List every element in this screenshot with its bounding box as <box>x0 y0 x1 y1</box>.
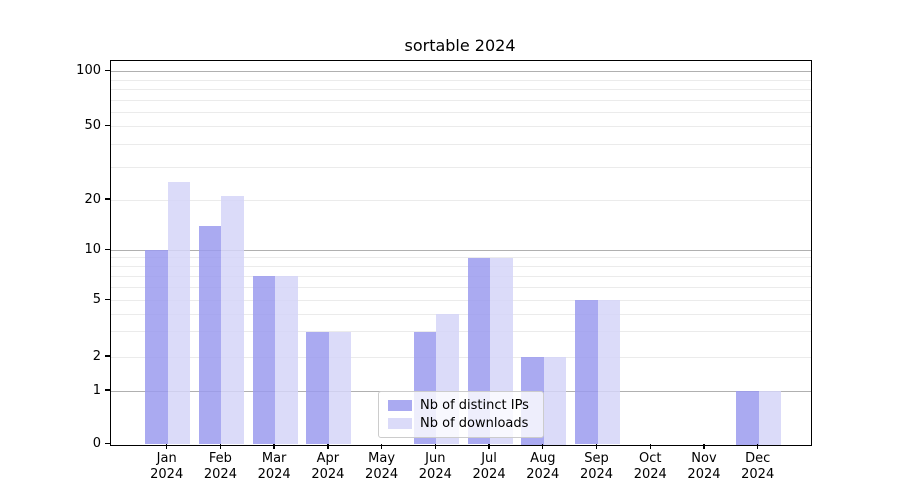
y-tick-mark <box>105 355 110 357</box>
x-tick-label: Aug 2024 <box>526 451 560 482</box>
y-tick-mark <box>105 248 110 250</box>
y-tick-mark <box>105 70 110 72</box>
x-tick-label: Mar 2024 <box>257 451 291 482</box>
bar-distinct-ips-sep <box>575 300 598 445</box>
legend-swatch-distinct-ips <box>388 399 412 411</box>
gridline-minor <box>111 99 811 101</box>
y-tick-label: 20 <box>84 191 101 207</box>
gridline-minor <box>111 199 811 201</box>
y-tick-label: 2 <box>92 348 101 364</box>
x-tick-label: Apr 2024 <box>311 451 345 482</box>
gridline-major <box>111 71 811 73</box>
x-tick-mark <box>649 444 651 449</box>
gridline-minor <box>111 88 811 90</box>
bar-downloads-sep <box>597 300 621 445</box>
x-tick-label: Feb 2024 <box>203 451 237 482</box>
legend-label-downloads: Nb of downloads <box>420 416 529 432</box>
x-tick-mark <box>219 444 222 449</box>
x-tick-label: Jun 2024 <box>418 451 452 482</box>
x-tick-label: May 2024 <box>365 451 399 482</box>
bar-downloads-mar <box>275 276 298 445</box>
y-tick-mark <box>105 442 110 445</box>
gridline-minor <box>111 167 811 169</box>
gridline-minor <box>111 313 811 315</box>
x-tick-mark <box>434 444 437 449</box>
bar-distinct-ips-dec <box>736 391 759 445</box>
y-tick-mark <box>105 125 110 127</box>
bar-distinct-ips-mar <box>252 276 276 445</box>
bar-downloads-apr <box>328 331 352 445</box>
chart-title: sortable 2024 <box>404 36 516 55</box>
x-tick-mark <box>166 444 168 449</box>
gridline-minor <box>111 286 811 288</box>
y-tick-label: 100 <box>76 63 101 79</box>
gridline-minor <box>111 79 811 81</box>
bar-distinct-ips-apr <box>306 331 329 445</box>
gridline-minor <box>111 257 811 259</box>
x-tick-mark <box>542 444 544 449</box>
gridline-minor <box>111 299 811 301</box>
gridline-minor <box>111 144 811 146</box>
y-tick-mark <box>105 298 110 300</box>
bar-downloads-dec <box>758 391 782 445</box>
legend-swatch-downloads <box>388 418 412 430</box>
gridline-minor <box>111 356 811 358</box>
x-tick-mark <box>380 444 383 449</box>
legend-item-distinct-ips: Nb of distinct IPs <box>388 398 534 413</box>
x-tick-mark <box>756 444 759 449</box>
gridline-minor <box>111 331 811 333</box>
y-tick-mark <box>105 198 110 200</box>
gridline-major <box>111 249 811 251</box>
x-tick-mark <box>327 444 329 449</box>
y-tick-label: 50 <box>84 118 101 134</box>
x-tick-label: Jul 2024 <box>472 451 506 482</box>
x-tick-label: Sep 2024 <box>579 451 614 482</box>
x-tick-mark <box>703 444 705 449</box>
x-tick-label: Nov 2024 <box>687 451 721 482</box>
bar-distinct-ips-feb <box>198 225 222 445</box>
plot-area <box>110 60 812 446</box>
x-tick-mark <box>488 444 490 449</box>
legend: Nb of distinct IPs Nb of downloads <box>378 391 544 438</box>
x-tick-mark <box>273 444 275 449</box>
gridline-minor <box>111 111 811 113</box>
gridline-minor <box>111 265 811 267</box>
bar-downloads-jan <box>167 182 191 445</box>
x-tick-mark <box>595 444 598 449</box>
legend-label-distinct-ips: Nb of distinct IPs <box>420 397 529 413</box>
y-tick-mark <box>105 389 110 391</box>
y-tick-label: 10 <box>84 241 101 257</box>
y-tick-label: 5 <box>92 291 101 307</box>
x-tick-label: Jan 2024 <box>150 451 184 482</box>
bar-downloads-aug <box>543 357 567 445</box>
bar-distinct-ips-jan <box>145 250 168 445</box>
gridline-minor <box>111 275 811 277</box>
y-tick-label: 1 <box>92 382 101 398</box>
legend-item-downloads: Nb of downloads <box>388 416 534 431</box>
gridline-minor <box>111 126 811 128</box>
x-tick-label: Oct 2024 <box>633 451 667 482</box>
x-tick-label: Dec 2024 <box>741 451 775 482</box>
bar-downloads-feb <box>221 196 244 445</box>
y-tick-label: 0 <box>92 436 101 451</box>
